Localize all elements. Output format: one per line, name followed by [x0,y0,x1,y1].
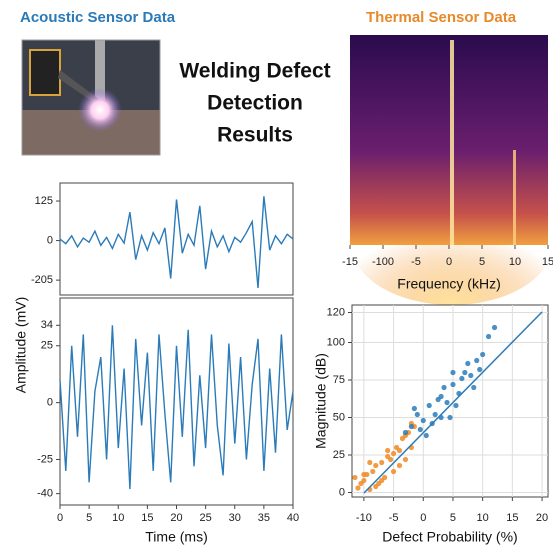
scatter-point [385,447,391,454]
title-line: Welding Defect [179,60,330,83]
x-tick-label: 15 [506,512,518,524]
scatter-point [402,429,409,436]
scatter-point [367,459,373,466]
x-tick-label: -15 [342,256,358,268]
welding-photo [21,39,161,156]
scatter-point [355,485,361,491]
x-tick-label: -5 [389,512,399,524]
scatter-point [361,477,367,484]
scatter-point [411,405,417,412]
signal-line [59,196,294,289]
scatter-point [486,333,492,340]
y-tick-label: -40 [37,488,53,500]
scatter-point [468,372,474,379]
y-tick-label: 25 [333,449,345,461]
scatter-point [420,417,426,424]
x-axis-label: Frequency (kHz) [397,276,500,292]
section-label: Thermal Sensor Data [366,9,517,26]
spectrogram-image [350,35,552,305]
scatter-point [361,471,367,478]
scatter-point [408,423,414,430]
y-axis-label: Magnitude (dB) [313,353,329,449]
scatter-point [450,381,456,388]
y-tick-label: -25 [37,453,53,465]
x-tick-label: -5 [411,256,421,268]
y-tick-label: 75 [333,374,345,386]
scatter-point [477,366,483,373]
scatter-point [373,462,379,469]
x-tick-label: 15 [141,512,153,524]
scatter-point [426,402,432,409]
scatter-point [414,411,420,418]
plot-frame [351,304,549,498]
scatter-point [379,459,385,466]
x-tick-label: 20 [170,512,182,524]
y-tick-label: 0 [47,234,53,246]
scatter-point [417,426,423,433]
x-tick-label: 35 [258,512,270,524]
scatter-point [465,360,471,367]
scatter-point [432,411,438,418]
y-tick-label: 34 [41,319,53,331]
y-tick-label: 100 [327,336,345,348]
x-tick-label: 40 [287,512,299,524]
y-tick-label: 0 [47,397,53,409]
title-line: Results [217,124,293,147]
signal-line [59,325,294,490]
scatter-point [444,399,450,406]
x-tick-label: 0 [57,512,63,524]
x-tick-label: 25 [200,512,212,524]
y-axis-label: Amplitude (mV) [13,297,29,393]
scatter-point [462,369,468,376]
scatter-point [402,456,409,463]
scatter-point [480,351,486,358]
x-tick-label: 10 [112,512,124,524]
scatter-point [352,474,358,481]
x-tick-label: 0 [446,256,452,268]
scatter-point [453,402,459,409]
y-tick-label: 50 [333,411,345,423]
x-tick-label: -10 [356,512,372,524]
scatter-point [396,462,403,469]
scatter-point [435,396,441,403]
x-axis-label: Defect Probability (%) [382,529,517,545]
y-tick-label: 120 [327,306,345,318]
trend-line [363,311,543,494]
x-axis-label: Time (ms) [145,529,207,545]
scatter-point [373,483,379,490]
scatter-point [379,477,385,484]
scatter-point [390,450,397,457]
scatter-point [390,468,397,475]
scatter-point [459,375,465,382]
x-tick-label: 0 [420,512,426,524]
x-tick-label: 20 [536,512,548,524]
plot-frame [59,297,294,506]
scatter-point [447,414,453,421]
scatter-point [471,384,477,391]
section-label: Acoustic Sensor Data [20,9,176,26]
scatter-point [396,447,403,454]
x-tick-label: -100 [372,256,394,268]
y-tick-label: 25 [41,340,53,352]
x-tick-label: 5 [450,512,456,524]
x-tick-label: 5 [86,512,92,524]
scatter-point [370,468,376,475]
x-tick-label: 10 [509,256,521,268]
x-tick-label: 5 [479,256,485,268]
scatter-point [423,432,429,439]
y-tick-label: 0 [339,486,345,498]
y-tick-label: -205 [31,274,53,286]
x-tick-label: 10 [477,512,489,524]
scatter-point [441,384,447,391]
scatter-point [474,357,480,364]
scatter-point [491,324,498,331]
title-line: Detection [207,92,303,115]
scatter-point [450,369,456,376]
x-tick-label: 30 [229,512,241,524]
x-tick-label: 15 [542,256,553,268]
y-tick-label: 125 [35,195,53,207]
scatter-point [388,456,394,463]
